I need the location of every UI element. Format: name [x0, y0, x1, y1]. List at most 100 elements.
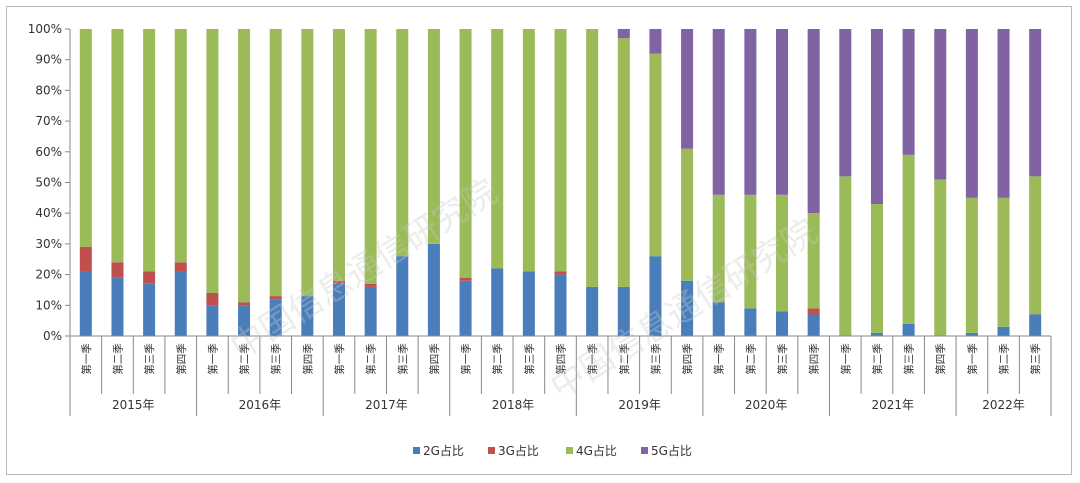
x-quarter-label: 第一季	[460, 343, 473, 375]
bar-segment-3G占比-2	[111, 262, 124, 278]
x-quarter-label: 第一季	[586, 343, 599, 375]
bar-segment-2G占比-17	[586, 286, 599, 336]
bar-segment-4G占比-29	[965, 197, 978, 333]
legend-label: 3G占比	[498, 443, 539, 458]
x-quarter-label: 第四季	[428, 343, 441, 375]
x-quarter-label: 第三季	[1029, 343, 1042, 375]
bar-segment-5G占比-26	[870, 29, 883, 204]
bar-segment-4G占比-12	[427, 29, 440, 244]
bar-segment-2G占比-20	[681, 280, 694, 336]
x-quarter-label: 第四季	[555, 343, 568, 375]
bar-segment-4G占比-23	[776, 194, 789, 312]
y-tick-label: 80%	[35, 83, 62, 97]
bar-segment-5G占比-19	[649, 29, 662, 54]
x-quarter-label: 第一季	[333, 343, 346, 375]
x-year-label: 2017年	[365, 398, 408, 412]
bar-segment-2G占比-6	[238, 305, 251, 336]
x-quarter-label: 第四季	[808, 343, 821, 375]
bar-segment-5G占比-25	[839, 29, 852, 177]
bar-segment-2G占比-11	[396, 256, 409, 336]
bar-segment-3G占比-9	[332, 280, 345, 284]
x-quarter-label: 第四季	[681, 343, 694, 375]
y-tick-label: 50%	[35, 176, 62, 190]
bar-segment-5G占比-23	[776, 29, 789, 195]
bar-segment-4G占比-8	[301, 29, 314, 297]
axis-layer: 0% 10% 20% 30% 40% 50% 60% 70% 80% 90% 100% 第一季 第二季 第…	[28, 22, 1052, 416]
bar-segment-2G占比-10	[364, 286, 377, 336]
x-year-label: 2018年	[492, 398, 535, 412]
bar-segment-2G占比-22	[744, 308, 757, 336]
bar-segment-4G占比-25	[839, 176, 852, 336]
x-year-label: 2022年	[982, 398, 1025, 412]
bar-segment-4G占比-3	[143, 29, 156, 272]
y-tick-label: 90%	[35, 53, 62, 67]
y-tick-label: 60%	[35, 145, 62, 159]
bar-segment-4G占比-7	[269, 29, 282, 297]
y-tick-label: 0%	[43, 329, 62, 343]
bar-segment-2G占比-26	[870, 332, 883, 336]
bar-segment-5G占比-29	[965, 29, 978, 198]
bar-segment-3G占比-10	[364, 283, 377, 287]
legend-label: 4G占比	[576, 443, 617, 458]
bar-segment-2G占比-13	[459, 280, 472, 336]
x-year-label: 2016年	[239, 398, 282, 412]
bar-segment-2G占比-31	[1029, 314, 1042, 336]
x-quarter-label: 第一季	[966, 343, 979, 375]
bar-segment-5G占比-20	[681, 29, 694, 149]
bar-segment-2G占比-29	[965, 332, 978, 336]
bar-segment-2G占比-19	[649, 256, 662, 336]
bar-segment-3G占比-5	[206, 293, 219, 306]
x-quarter-label: 第二季	[111, 343, 124, 375]
bar-segment-5G占比-31	[1029, 29, 1042, 177]
y-tick-label: 70%	[35, 114, 62, 128]
bar-segment-4G占比-18	[617, 38, 630, 287]
y-tick-label: 20%	[35, 268, 62, 282]
bars-layer	[79, 29, 1042, 336]
legend-label: 5G占比	[651, 443, 692, 458]
bar-segment-3G占比-3	[143, 271, 156, 284]
bar-segment-4G占比-14	[491, 29, 504, 269]
bar-segment-4G占比-21	[712, 194, 725, 303]
bar-segment-2G占比-27	[902, 323, 915, 336]
x-quarter-label: 第三季	[649, 343, 662, 375]
x-quarter-label: 第三季	[270, 343, 283, 375]
bar-segment-4G占比-10	[364, 29, 377, 284]
legend-swatch	[488, 447, 495, 454]
bar-segment-5G占比-27	[902, 29, 915, 155]
bar-segment-5G占比-21	[712, 29, 725, 195]
bar-segment-2G占比-16	[554, 274, 567, 336]
bar-segment-4G占比-4	[174, 29, 187, 263]
bar-segment-3G占比-7	[269, 296, 282, 300]
x-quarter-label: 第二季	[618, 343, 631, 375]
bar-segment-5G占比-28	[934, 29, 947, 180]
y-tick-label: 10%	[35, 298, 62, 312]
bar-segment-4G占比-22	[744, 194, 757, 309]
legend-swatch	[641, 447, 648, 454]
bar-segment-5G占比-18	[617, 29, 630, 39]
bar-segment-4G占比-30	[997, 197, 1010, 327]
legend-swatch	[566, 447, 573, 454]
bar-segment-2G占比-18	[617, 286, 630, 336]
bar-segment-2G占比-2	[111, 277, 124, 336]
y-tick-label: 30%	[35, 237, 62, 251]
y-tick-label: 40%	[35, 206, 62, 220]
bar-segment-2G占比-21	[712, 302, 725, 336]
x-year-label: 2020年	[745, 398, 788, 412]
y-tick-label: 100%	[28, 22, 62, 36]
bar-segment-4G占比-1	[79, 29, 92, 247]
bar-segment-4G占比-9	[332, 29, 345, 281]
bar-segment-2G占比-12	[427, 243, 440, 336]
bar-segment-2G占比-23	[776, 311, 789, 336]
bar-segment-5G占比-24	[807, 29, 820, 214]
bar-segment-2G占比-14	[491, 268, 504, 336]
bar-segment-2G占比-30	[997, 326, 1010, 336]
bar-segment-4G占比-26	[870, 203, 883, 333]
bar-segment-4G占比-31	[1029, 176, 1042, 315]
x-quarter-label: 第三季	[523, 343, 536, 375]
x-quarter-label: 第一季	[713, 343, 726, 375]
bar-segment-3G占比-13	[459, 277, 472, 281]
bar-segment-3G占比-24	[807, 308, 820, 315]
bar-segment-4G占比-28	[934, 179, 947, 336]
legend-swatch	[413, 447, 420, 454]
